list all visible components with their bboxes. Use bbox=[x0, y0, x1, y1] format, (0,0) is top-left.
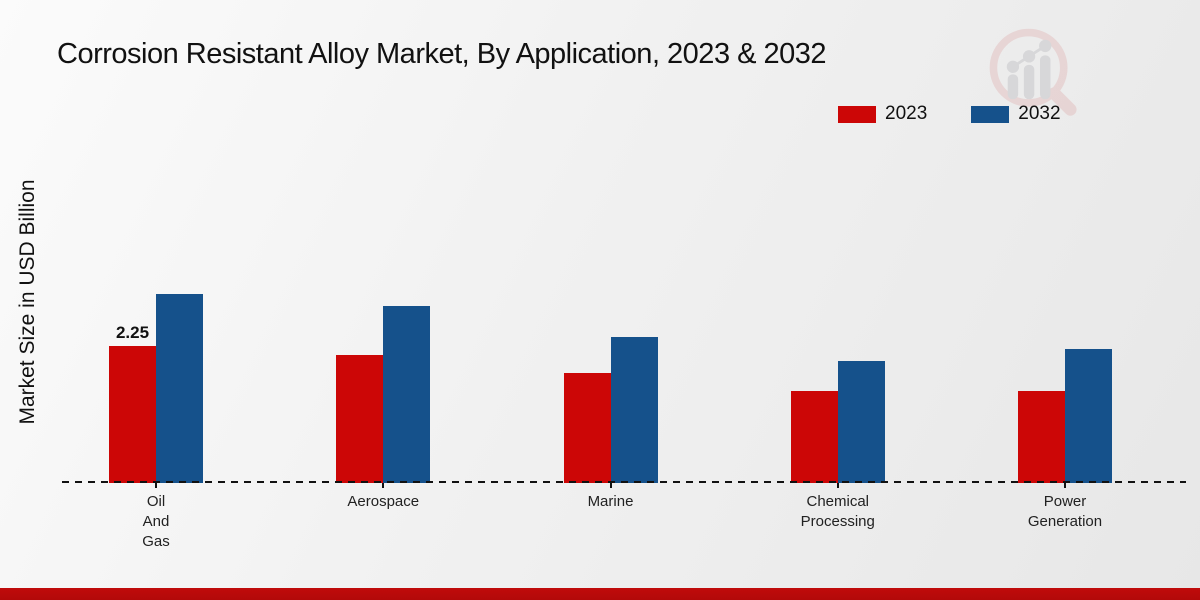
category-label-power-generation: Power Generation bbox=[1027, 493, 1103, 530]
bar-2032-aerospace bbox=[383, 306, 431, 483]
magnifier-bar-chart-logo-icon bbox=[989, 28, 1077, 116]
bar-2032-power-generation bbox=[1065, 349, 1112, 483]
chart-title: Corrosion Resistant Alloy Market, By App… bbox=[57, 38, 827, 70]
x-axis-tick-power-generation bbox=[1064, 483, 1066, 488]
chart-area: Oil And Gas Aerospace Marine Chemical Proce… bbox=[62, 0, 1186, 550]
bar-2023-oil-and-gas bbox=[109, 346, 156, 483]
x-axis-tick-marine bbox=[609, 483, 612, 488]
bar-2023-aerospace bbox=[336, 355, 384, 483]
category-label-chemical-processing: Chemical Processing bbox=[800, 493, 875, 530]
legend-item-2023: 2023 bbox=[838, 103, 927, 125]
x-axis-baseline bbox=[62, 481, 1186, 483]
footer-accent-bar bbox=[0, 588, 1200, 600]
legend: 2023 2032 bbox=[838, 103, 1061, 125]
legend-label-2023: 2023 bbox=[885, 103, 928, 124]
x-axis-tick-chemical-processing bbox=[836, 483, 839, 488]
legend-item-2032: 2032 bbox=[971, 103, 1061, 125]
data-label-2023-oil-and-gas: 2.25 bbox=[115, 323, 150, 342]
category-label-oil-and-gas: Oil And Gas bbox=[142, 493, 170, 550]
legend-swatch-2023 bbox=[838, 105, 876, 123]
legend-label-2032: 2032 bbox=[1018, 103, 1061, 124]
legend-swatch-2032 bbox=[971, 105, 1010, 123]
bar-2032-marine bbox=[610, 337, 658, 483]
bar-2023-marine bbox=[563, 373, 611, 483]
x-axis-tick-aerospace bbox=[382, 483, 385, 488]
bar-2032-oil-and-gas bbox=[156, 294, 203, 483]
y-axis-label: Market Size in USD Billion bbox=[16, 179, 39, 425]
bar-2032-chemical-processing bbox=[837, 361, 885, 483]
category-label-aerospace: Aerospace bbox=[347, 493, 420, 510]
bar-2023-chemical-processing bbox=[790, 391, 838, 483]
bar-2023-power-generation bbox=[1018, 391, 1065, 483]
category-label-marine: Marine bbox=[587, 493, 634, 510]
x-axis-tick-oil-and-gas bbox=[155, 483, 157, 488]
